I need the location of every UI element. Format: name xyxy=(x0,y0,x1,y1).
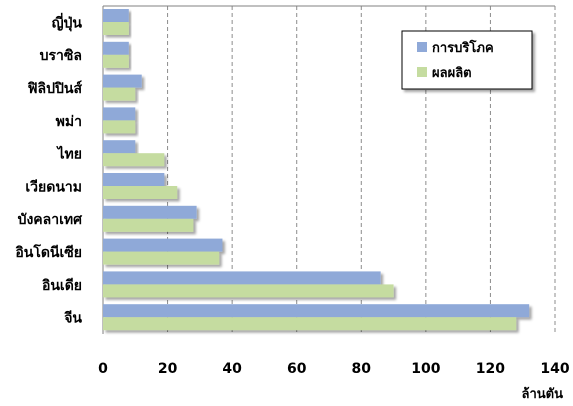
bar-consumption xyxy=(103,238,223,252)
bar-consumption xyxy=(103,9,129,22)
x-tick-label: 100 xyxy=(411,361,440,377)
category-labels: ญี่ปุ่นบราซิลฟิลิปปินส์พม่าไทยเวียดนามบั… xyxy=(15,12,83,326)
bar-production xyxy=(103,153,165,167)
category-label: อินโดนีเซีย xyxy=(15,243,82,261)
bars xyxy=(103,9,530,331)
x-tick-label: 120 xyxy=(476,361,505,377)
plot-area xyxy=(102,5,556,334)
x-tick-label: 40 xyxy=(222,361,242,377)
bar-consumption xyxy=(103,107,136,121)
bar-consumption xyxy=(103,173,165,186)
category-label: เวียดนาม xyxy=(25,179,82,195)
x-tick-label: 0 xyxy=(98,361,108,377)
bar-production xyxy=(103,87,136,101)
bar-production xyxy=(103,22,129,35)
bar-production xyxy=(103,218,194,232)
category-label: บังคลาเทศ xyxy=(18,212,84,228)
legend-label-production: ผลผลิต xyxy=(432,66,472,81)
bar-production xyxy=(103,54,129,68)
x-tick-labels: 0 20 40 60 80 100 120 140 xyxy=(98,361,570,377)
category-label: อินเดีย xyxy=(41,278,82,294)
category-label: บราซิล xyxy=(40,48,82,64)
bar-production xyxy=(103,120,136,134)
category-label: พม่า xyxy=(56,114,82,130)
bar-production xyxy=(103,317,517,331)
x-tick-label: 80 xyxy=(352,361,372,377)
legend-swatch-consumption xyxy=(417,42,427,52)
bar-consumption xyxy=(103,140,136,154)
legend-label-consumption: การบริโภค xyxy=(432,39,494,56)
legend-box xyxy=(401,30,533,90)
bar-consumption xyxy=(103,41,129,55)
x-tick-label: 20 xyxy=(158,361,178,377)
category-label: จีน xyxy=(63,311,82,327)
category-label: ไทย xyxy=(56,145,82,163)
bar-consumption xyxy=(103,74,142,88)
bar-production xyxy=(103,251,220,265)
bar-consumption xyxy=(103,271,381,285)
x-unit-label: ล้านตัน xyxy=(522,386,564,402)
legend: การบริโภค ผลผลิต xyxy=(401,30,533,90)
bar-production xyxy=(103,186,178,199)
category-label: ญี่ปุ่น xyxy=(52,12,83,31)
bar-consumption xyxy=(103,205,197,219)
x-tick-label: 60 xyxy=(287,361,307,377)
x-tick-label: 140 xyxy=(540,361,569,377)
legend-swatch-production xyxy=(417,67,427,77)
bar-production xyxy=(103,284,394,298)
category-label: ฟิลิปปินส์ xyxy=(27,80,83,97)
bar-consumption xyxy=(103,304,530,318)
